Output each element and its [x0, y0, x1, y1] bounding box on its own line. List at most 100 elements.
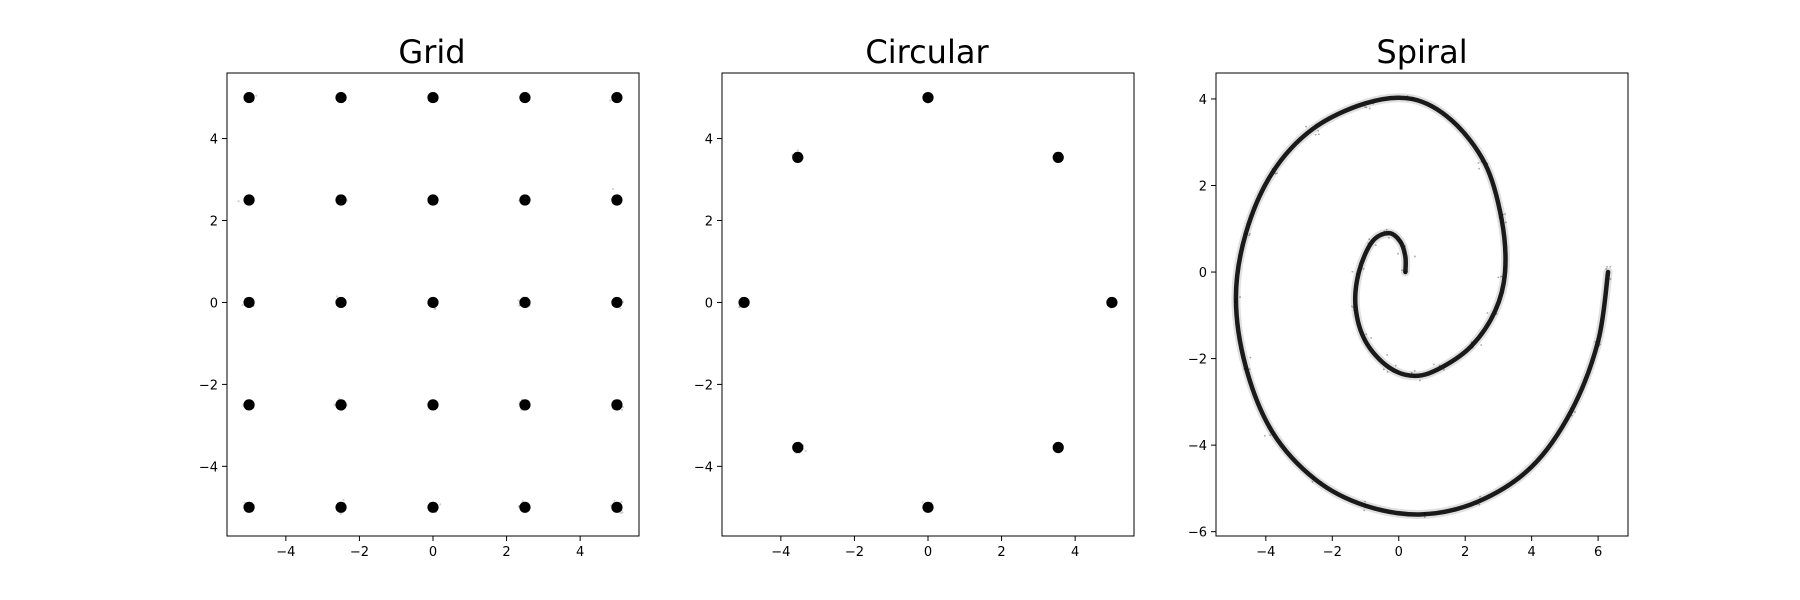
- spiral-sample-point: [1366, 343, 1369, 346]
- spiral-sample-point: [1365, 106, 1368, 109]
- spiral-sample-point: [1394, 364, 1397, 367]
- spiral-sample-point: [1364, 500, 1366, 503]
- grid-sample-point: [434, 307, 437, 310]
- spiral-sample-point: [1452, 123, 1455, 125]
- grid-sample-point: [255, 94, 258, 97]
- spiral-sample-point: [1248, 234, 1251, 237]
- grid-y-tick-label: 0: [210, 296, 218, 311]
- circular-sample-point: [796, 149, 799, 152]
- grid-y-tick-label: −4: [199, 460, 218, 475]
- spiral-sample-point: [1413, 375, 1416, 378]
- spiral-sample-point: [1432, 363, 1435, 366]
- grid-title: Grid: [398, 33, 465, 71]
- spiral-sample-point: [1594, 340, 1597, 343]
- spiral-sample-point: [1606, 265, 1608, 268]
- grid-y-tick-label: 2: [210, 215, 218, 230]
- grid-cluster-point: [335, 91, 347, 104]
- grid-sample-point: [517, 299, 520, 302]
- spiral-curve-halo: [1231, 93, 1613, 519]
- spiral-sample-point: [1504, 221, 1507, 224]
- spiral-sample-point: [1244, 233, 1247, 236]
- spiral-sample-point: [1312, 476, 1315, 479]
- spiral-sample-point: [1609, 278, 1612, 280]
- spiral-sample-point: [1406, 95, 1409, 97]
- spiral-y-tick-label: −4: [1188, 439, 1207, 454]
- spiral-x-tick-label: 2: [1461, 545, 1469, 560]
- grid-cluster-point: [335, 194, 347, 206]
- grid-sample-point: [439, 503, 442, 506]
- grid-cluster-point: [519, 501, 531, 513]
- grid-sample-point: [620, 408, 624, 412]
- spiral-sample-point: [1410, 98, 1413, 101]
- circular-cluster-point: [1052, 151, 1064, 164]
- spiral-sample-point: [1374, 244, 1377, 247]
- grid-subplot: Grid −4 −2 0 2 4 −4 −2 0 2 4: [199, 33, 640, 560]
- spiral-sample-point: [1450, 119, 1453, 122]
- spiral-sample-point: [1353, 309, 1356, 312]
- spiral-sample-point: [1362, 338, 1365, 341]
- spiral-sample-point: [1419, 379, 1421, 382]
- circular-x-tick-label: 0: [924, 545, 932, 560]
- spiral-sample-point: [1504, 276, 1507, 278]
- grid-cluster-point: [335, 296, 347, 309]
- spiral-sample-point: [1364, 504, 1367, 507]
- grid-cluster-point: [611, 501, 623, 513]
- spiral-sample-point: [1444, 364, 1446, 367]
- grid-sample-point: [609, 504, 612, 507]
- spiral-y-tick-label: 4: [1199, 93, 1207, 108]
- spiral-sample-point: [1478, 503, 1481, 506]
- grid-cluster-point: [243, 296, 255, 309]
- spiral-curve: [1233, 95, 1611, 517]
- spiral-sample-point: [1531, 462, 1534, 465]
- spiral-sample-point: [1528, 465, 1531, 468]
- spiral-sample-point: [1497, 307, 1499, 310]
- spiral-sample-point: [1317, 129, 1320, 132]
- grid-sample-point: [619, 307, 622, 310]
- spiral-sample-point: [1497, 276, 1500, 279]
- spiral-sample-point: [1239, 296, 1241, 298]
- spiral-sample-point: [1528, 466, 1531, 469]
- grid-cluster-point: [519, 296, 531, 309]
- spiral-sample-point: [1397, 252, 1399, 255]
- grid-cluster-point: [519, 399, 531, 411]
- circular-data: [738, 91, 1118, 513]
- spiral-sample-point: [1271, 167, 1274, 170]
- spiral-sample-point: [1235, 297, 1238, 300]
- circular-subplot: Circular −4 −2 0 2 4 −4 −2 0 2 4: [694, 33, 1135, 560]
- circular-plot-frame: [721, 72, 1135, 537]
- grid-sample-point: [342, 498, 345, 501]
- circular-cluster-point: [792, 151, 804, 164]
- grid-sample-point: [518, 304, 521, 307]
- spiral-sample-point: [1371, 239, 1373, 242]
- spiral-sample-point: [1599, 343, 1602, 346]
- spiral-sample-point: [1388, 237, 1390, 239]
- grid-y-tick-label: −2: [199, 378, 218, 393]
- spiral-x-tick-label: −4: [1256, 545, 1275, 560]
- grid-cluster-point: [243, 399, 255, 411]
- spiral-sample-point: [1574, 411, 1576, 413]
- circular-y-tick-label: 0: [705, 296, 713, 311]
- spiral-sample-point: [1359, 270, 1361, 273]
- spiral-sample-point: [1480, 160, 1483, 163]
- spiral-sample-point: [1364, 106, 1366, 108]
- grid-sample-point: [241, 303, 244, 307]
- spiral-sample-point: [1276, 172, 1278, 175]
- spiral-sample-point: [1383, 230, 1386, 233]
- spiral-sample-point: [1423, 512, 1426, 515]
- spiral-sample-point: [1486, 312, 1489, 314]
- spiral-sample-point: [1269, 175, 1272, 178]
- spiral-sample-point: [1354, 305, 1357, 308]
- grid-sample-point: [333, 403, 336, 407]
- spiral-subplot: Spiral −4 −2 0 2 4 6 −6 −4 −2 0 2 4: [1188, 33, 1629, 560]
- spiral-sample-point: [1385, 228, 1388, 231]
- spiral-sample-point: [1406, 270, 1409, 273]
- spiral-sample-point: [1403, 270, 1405, 273]
- spiral-sample-point: [1503, 266, 1506, 269]
- spiral-sample-point: [1504, 213, 1507, 215]
- grid-sample-point: [609, 99, 612, 102]
- grid-cluster-point: [335, 399, 347, 411]
- spiral-sample-point: [1387, 232, 1390, 235]
- grid-cluster-point: [243, 91, 255, 104]
- spiral-sample-point: [1502, 213, 1504, 216]
- circular-y-tick-label: −4: [694, 460, 713, 475]
